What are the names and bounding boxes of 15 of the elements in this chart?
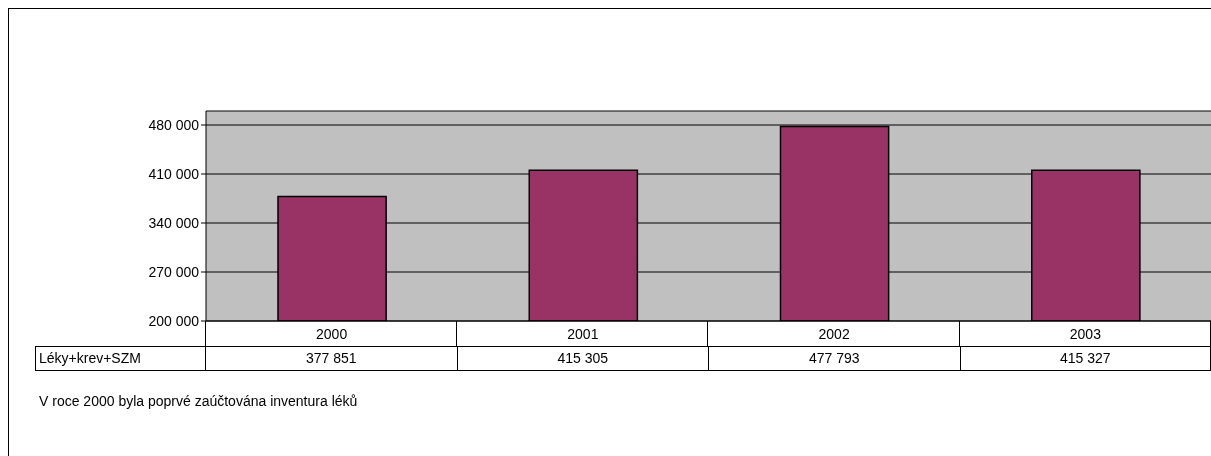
x-tick-label: 2001: [567, 325, 599, 342]
text: 477 793: [808, 350, 860, 366]
text: 377 851: [305, 350, 357, 366]
y-tick-label: 200 000: [148, 312, 200, 329]
legend-label: Léky+krev+SZM: [35, 346, 205, 371]
y-tick-label: 480 000: [148, 116, 200, 133]
y-tick-label: 270 000: [148, 263, 200, 280]
x-tick-label: 2002: [818, 325, 850, 342]
y-tick-label: 340 000: [148, 214, 200, 231]
text: 415 327: [1059, 350, 1111, 366]
x-tick-label: 2000: [316, 325, 348, 342]
text: 415 305: [557, 350, 609, 366]
x-tick-label: 2003: [1069, 325, 1102, 342]
text: V roce 2000 byla poprvé zaúčtována inventura léků: [39, 393, 358, 409]
y-tick-label: 410 000: [148, 165, 200, 182]
